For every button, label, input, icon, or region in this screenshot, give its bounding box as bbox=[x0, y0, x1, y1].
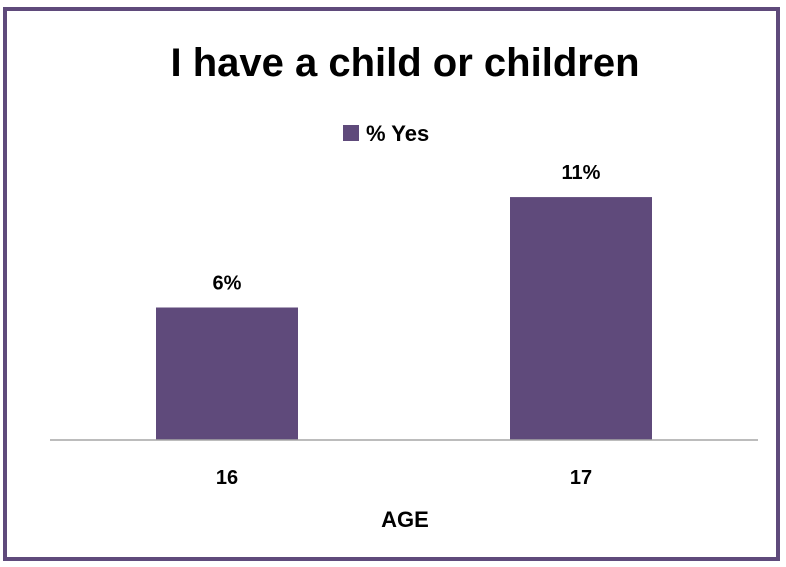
data-label-17: 11% bbox=[562, 162, 601, 184]
legend-label: % Yes bbox=[366, 121, 429, 146]
x-tick-label-17: 17 bbox=[570, 467, 592, 489]
x-tick-label-16: 16 bbox=[216, 467, 238, 489]
bar-17 bbox=[510, 197, 652, 440]
bar-16 bbox=[156, 307, 298, 440]
x-axis-title: AGE bbox=[381, 507, 429, 532]
data-label-16: 6% bbox=[213, 273, 242, 295]
chart-title: I have a child or children bbox=[170, 41, 639, 85]
legend-swatch bbox=[343, 125, 359, 141]
bars-group: 6% 16 11% 17 bbox=[156, 162, 652, 489]
